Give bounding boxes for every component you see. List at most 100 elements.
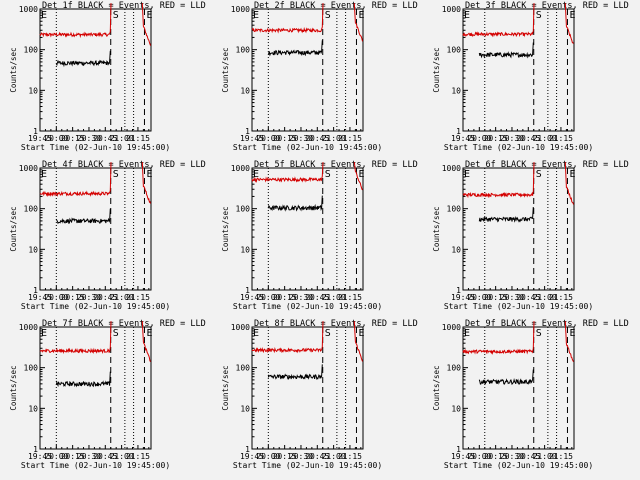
x-tick-label: 20:30 bbox=[77, 134, 101, 143]
y-tick-label: 1000 bbox=[19, 323, 38, 332]
marker-label-s: S bbox=[325, 169, 331, 180]
events-series-line bbox=[478, 206, 534, 223]
y-tick-label: 10 bbox=[240, 404, 250, 413]
x-tick-label: 20:30 bbox=[500, 293, 524, 302]
y-tick-label: 100 bbox=[24, 364, 39, 373]
lld-series-line bbox=[251, 321, 324, 354]
chart-title: Det 8f BLACK = Events, RED = LLD bbox=[254, 319, 418, 329]
x-tick-label: 19:45 bbox=[451, 452, 475, 461]
x-tick-label: 21:00 bbox=[322, 452, 346, 461]
marker-label-e: E bbox=[358, 169, 364, 180]
y-tick-label: 1 bbox=[456, 127, 461, 136]
marker-label-left-e: E bbox=[253, 328, 259, 339]
y-tick-label: 10 bbox=[28, 404, 38, 413]
y-tick-label: 1000 bbox=[231, 323, 250, 332]
plot-frame bbox=[39, 167, 152, 291]
marker-label-e: E bbox=[146, 169, 152, 180]
x-tick-label: 20:30 bbox=[77, 293, 101, 302]
events-series-line bbox=[55, 50, 111, 68]
lld-series-line bbox=[39, 162, 112, 198]
x-tick-label: 20:30 bbox=[500, 452, 524, 461]
y-tick-label: 100 bbox=[236, 46, 251, 55]
y-axis-label: Counts/sec bbox=[9, 47, 18, 92]
events-series-line bbox=[267, 364, 323, 381]
x-axis-label: Start Time (02-Jun-10 19:45:00) bbox=[233, 143, 382, 152]
x-tick-label: 20:00 bbox=[44, 293, 68, 302]
x-tick-label: 21:15 bbox=[338, 134, 362, 143]
marker-label-s: S bbox=[536, 169, 542, 180]
marker-label-e: E bbox=[358, 10, 364, 21]
x-tick-label: 20:00 bbox=[467, 452, 491, 461]
plot-frame bbox=[39, 8, 152, 132]
y-axis-label: Counts/sec bbox=[432, 206, 441, 251]
marker-label-left-e: E bbox=[41, 169, 47, 180]
x-tick-label: 21:00 bbox=[322, 134, 346, 143]
marker-label-left-e: E bbox=[464, 10, 470, 21]
plot-frame bbox=[39, 326, 152, 450]
lld-series-line-after bbox=[353, 321, 363, 362]
marker-label-e: E bbox=[569, 10, 575, 21]
chart-panel-det-7: Det 7f BLACK = Events, RED = LLD 1 10 100 10… bbox=[9, 319, 206, 470]
x-tick-label: 20:00 bbox=[256, 293, 280, 302]
x-tick-label: 20:45 bbox=[93, 293, 117, 302]
x-tick-label: 20:30 bbox=[77, 452, 101, 461]
chart-panel-det-1: Det 1f BLACK = Events, RED = LLD 1 10 100 10… bbox=[9, 1, 206, 152]
x-tick-label: 20:15 bbox=[484, 452, 508, 461]
x-axis-label: Start Time (02-Jun-10 19:45:00) bbox=[444, 461, 593, 470]
y-tick-label: 1 bbox=[456, 445, 461, 454]
y-tick-label: 1000 bbox=[19, 5, 38, 14]
events-series-line bbox=[55, 208, 111, 225]
marker-label-e: E bbox=[569, 328, 575, 339]
marker-label-s: S bbox=[325, 10, 331, 21]
y-tick-label: 100 bbox=[236, 205, 251, 214]
x-tick-label: 19:45 bbox=[28, 134, 52, 143]
x-tick-label: 20:00 bbox=[467, 134, 491, 143]
marker-label-left-e: E bbox=[41, 10, 47, 21]
x-tick-label: 20:30 bbox=[500, 134, 524, 143]
chart-title: Det 5f BLACK = Events, RED = LLD bbox=[254, 160, 418, 170]
chart-panel-det-3: Det 3f BLACK = Events, RED = LLD 1 10 100 10… bbox=[432, 1, 629, 152]
marker-label-e: E bbox=[569, 169, 575, 180]
marker-label-e: E bbox=[358, 328, 364, 339]
y-tick-label: 10 bbox=[240, 245, 250, 254]
x-tick-label: 21:15 bbox=[126, 293, 150, 302]
y-tick-label: 1 bbox=[245, 286, 250, 295]
x-tick-label: 19:45 bbox=[240, 452, 264, 461]
y-tick-label: 1000 bbox=[442, 5, 461, 14]
x-tick-label: 21:15 bbox=[338, 293, 362, 302]
chart-title: Det 2f BLACK = Events, RED = LLD bbox=[254, 1, 418, 11]
marker-label-left-e: E bbox=[41, 328, 47, 339]
marker-label-e: E bbox=[146, 10, 152, 21]
events-series-line bbox=[267, 40, 323, 57]
marker-label-s: S bbox=[113, 328, 119, 339]
y-tick-label: 1000 bbox=[442, 323, 461, 332]
y-tick-label: 100 bbox=[236, 364, 251, 373]
plot-frame bbox=[251, 326, 364, 450]
y-tick-label: 100 bbox=[447, 46, 462, 55]
x-tick-label: 20:15 bbox=[61, 452, 85, 461]
y-axis-label: Counts/sec bbox=[221, 206, 230, 251]
x-tick-label: 20:00 bbox=[256, 452, 280, 461]
x-axis-label: Start Time (02-Jun-10 19:45:00) bbox=[21, 143, 170, 152]
x-tick-label: 19:45 bbox=[451, 293, 475, 302]
lld-series-line-after bbox=[353, 3, 363, 42]
lld-series-line-after bbox=[141, 162, 151, 204]
x-tick-label: 20:00 bbox=[256, 134, 280, 143]
marker-label-s: S bbox=[113, 10, 119, 21]
x-tick-label: 21:00 bbox=[110, 452, 134, 461]
x-tick-label: 20:45 bbox=[93, 134, 117, 143]
x-tick-label: 21:00 bbox=[110, 134, 134, 143]
y-axis-label: Counts/sec bbox=[221, 365, 230, 410]
x-tick-label: 20:45 bbox=[516, 293, 540, 302]
y-tick-label: 1 bbox=[245, 445, 250, 454]
x-tick-label: 20:45 bbox=[93, 452, 117, 461]
x-axis-label: Start Time (02-Jun-10 19:45:00) bbox=[444, 143, 593, 152]
x-axis-label: Start Time (02-Jun-10 19:45:00) bbox=[233, 461, 382, 470]
lld-series-line-after bbox=[353, 162, 363, 191]
x-tick-label: 21:15 bbox=[126, 452, 150, 461]
y-tick-label: 1 bbox=[33, 127, 38, 136]
lld-series-line bbox=[462, 3, 535, 38]
y-tick-label: 100 bbox=[447, 205, 462, 214]
x-axis-label: Start Time (02-Jun-10 19:45:00) bbox=[233, 302, 382, 311]
plot-frame bbox=[251, 167, 364, 291]
